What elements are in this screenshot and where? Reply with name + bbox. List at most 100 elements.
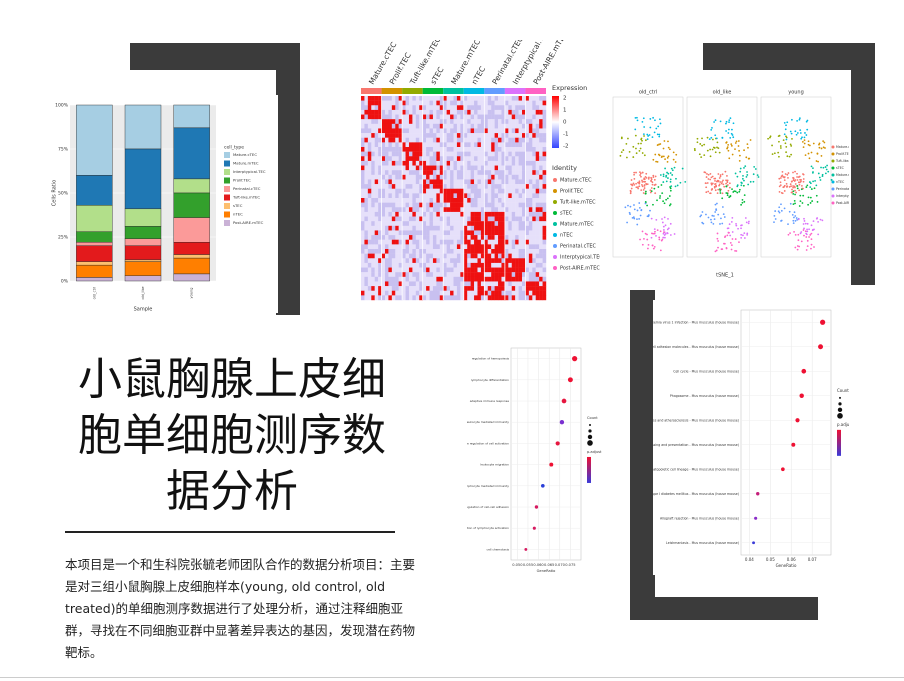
- heatmap-cell: [460, 165, 464, 171]
- cell-dot: [700, 214, 703, 217]
- heatmap-cell: [388, 174, 393, 180]
- heatmap-cell: [460, 253, 464, 259]
- heatmap-cell: [361, 174, 365, 180]
- heatmap-cell: [498, 290, 502, 296]
- cell-dot: [674, 161, 677, 163]
- heatmap-cell: [439, 96, 444, 101]
- heatmap-cell: [381, 235, 386, 240]
- heatmap-cell: [419, 184, 423, 189]
- heatmap-cell: [398, 193, 403, 199]
- heatmap-cell: [470, 133, 475, 138]
- heatmap-cell: [432, 142, 437, 148]
- cell-dot: [820, 166, 822, 169]
- heatmap-cell: [532, 262, 536, 268]
- heatmap-cell: [518, 193, 523, 199]
- heatmap-cell: [522, 179, 526, 185]
- heatmap-cell: [484, 184, 488, 189]
- heatmap-cell: [518, 253, 523, 259]
- heatmap-cell: [450, 100, 454, 106]
- heatmap-cell: [384, 151, 389, 157]
- cell-dot: [746, 171, 748, 173]
- cell-dot: [639, 147, 642, 150]
- legend-dot: [553, 255, 557, 259]
- cell-dot: [633, 173, 636, 176]
- heatmap-cell: [364, 295, 369, 301]
- legend-dot: [831, 201, 835, 205]
- cell-dot: [663, 216, 666, 219]
- frame-bar: [851, 43, 875, 285]
- heatmap-cell: [361, 249, 365, 254]
- heatmap-cell: [539, 235, 543, 240]
- heatmap-cell: [470, 160, 475, 166]
- heatmap-cell: [446, 123, 451, 129]
- heatmap-cell: [426, 193, 430, 199]
- heatmap-cell: [498, 211, 502, 217]
- heatmap-cell: [361, 160, 365, 166]
- heatmap-cell: [426, 179, 430, 185]
- cell-dot: [799, 194, 802, 197]
- heatmap-cell: [460, 114, 464, 120]
- heatmap-cell: [439, 128, 444, 134]
- legend-label: Mature.cTEC: [560, 178, 592, 184]
- heatmap-cell: [522, 295, 526, 301]
- heatmap-cell: [450, 221, 454, 227]
- heatmap-cell: [450, 123, 454, 129]
- heatmap-cell: [450, 119, 454, 125]
- heatmap-cell: [384, 262, 389, 268]
- heatmap-cell: [477, 133, 482, 138]
- heatmap-cell: [429, 128, 434, 134]
- heatmap-cell: [456, 188, 461, 194]
- heatmap-cell: [542, 156, 547, 162]
- heatmap-cell: [439, 281, 444, 287]
- heatmap-cell: [450, 109, 454, 115]
- heatmap-cell: [487, 221, 492, 227]
- heatmap-cell: [532, 133, 536, 138]
- heatmap-cell: [477, 290, 482, 296]
- heatmap-cell: [532, 119, 536, 125]
- cell-dot: [656, 160, 659, 163]
- heatmap-cell: [398, 281, 403, 287]
- heatmap-cell: [484, 290, 488, 296]
- heatmap-cell: [443, 123, 447, 129]
- heatmap-cell: [491, 258, 495, 264]
- cell-dot: [792, 177, 795, 180]
- heatmap-cell: [384, 225, 389, 231]
- heatmap-cell: [515, 244, 519, 250]
- heatmap-cell: [539, 276, 543, 282]
- heatmap-cell: [405, 179, 410, 185]
- heatmap-cell: [487, 262, 492, 268]
- heatmap-cell: [361, 230, 365, 236]
- heatmap-cell: [398, 137, 403, 143]
- heatmap-cell: [364, 239, 369, 245]
- cell-dot: [643, 180, 646, 183]
- cell-dot: [736, 185, 739, 188]
- heatmap-cell: [518, 286, 523, 291]
- heatmap-cell: [443, 202, 447, 208]
- heatmap-cell: [439, 258, 444, 264]
- heatmap-cell: [422, 160, 427, 166]
- heatmap-cell: [467, 244, 471, 250]
- heatmap-cell: [391, 188, 396, 194]
- cell-dot: [773, 214, 776, 217]
- cell-dot: [734, 238, 737, 240]
- heatmap-cell: [426, 165, 430, 171]
- heatmap-cell: [364, 184, 369, 189]
- heatmap-cell: [542, 281, 547, 287]
- heatmap-cell: [532, 188, 536, 194]
- cell-dot: [711, 138, 714, 141]
- heatmap-cell: [412, 142, 417, 148]
- heatmap-cell: [367, 137, 372, 143]
- heatmap-cell: [511, 165, 516, 171]
- heatmap-cell: [402, 193, 406, 199]
- cell-dot: [719, 175, 722, 178]
- heatmap-cell: [367, 281, 372, 287]
- heatmap-cell: [460, 221, 464, 227]
- heatmap-cell: [508, 272, 512, 278]
- heatmap-cell: [501, 239, 506, 245]
- heatmap-cell: [429, 123, 434, 129]
- heatmap-cell: [491, 100, 495, 106]
- cell-dot: [659, 174, 662, 176]
- heatmap-cell: [460, 170, 464, 176]
- legend-size: [588, 429, 592, 433]
- heatmap-cell: [484, 179, 488, 185]
